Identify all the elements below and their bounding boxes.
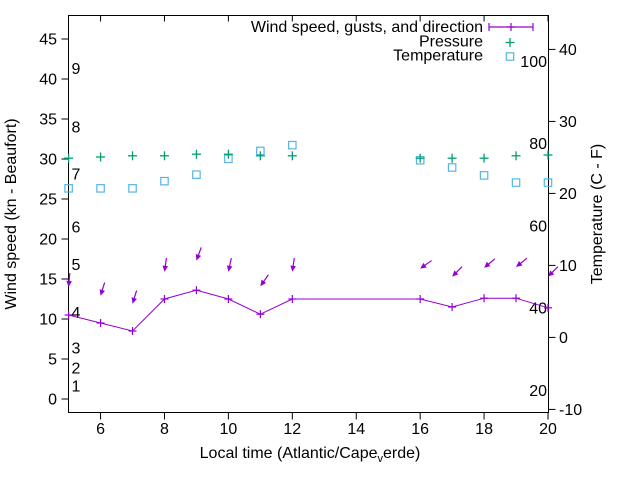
y-right-tick-label: -10 [559, 402, 582, 419]
beaufort-scale-label: 9 [72, 61, 81, 78]
beaufort-scale-label: 1 [72, 379, 81, 396]
temperature-point [64, 184, 73, 193]
wind-direction-arrowhead [516, 261, 523, 267]
wind-direction-arrowhead [66, 280, 72, 287]
temperature-point [479, 171, 489, 180]
beaufort-scale-label: 7 [72, 167, 81, 184]
beaufort-scale-label: 3 [72, 340, 81, 357]
y-left-tick-label: 0 [48, 392, 57, 409]
beaufort-scale-label: 5 [72, 257, 81, 274]
legend-label-temperature: Temperature [393, 48, 483, 65]
x-axis-title: Local time (Atlantic/Capeverde) [200, 445, 421, 465]
y-left-tick-label: 40 [39, 72, 57, 89]
wind-speed-line [68, 289, 549, 332]
y-left-tick-label: 10 [39, 312, 57, 329]
temperature-point [511, 178, 521, 187]
x-axis-title-prefix: Local time (Atlantic/Cape [200, 445, 378, 462]
temperature-point [160, 176, 169, 186]
x-tick-label: 8 [160, 421, 169, 438]
y-right-tick-label: 10 [559, 258, 577, 275]
y-right-tick-label: 0 [559, 330, 568, 347]
x-tick-label: 14 [347, 421, 365, 438]
x-axis-title-subscript: v [378, 453, 384, 465]
plot-border [68, 15, 549, 413]
temperature-point [543, 178, 553, 187]
temperature-point [128, 184, 137, 193]
y-left-tick-label: 5 [48, 352, 57, 369]
beaufort-scale-label: 4 [72, 305, 81, 322]
beaufort-scale-label: 6 [72, 220, 81, 237]
wind-direction-arrowhead [260, 279, 267, 287]
fahrenheit-scale-label: 80 [529, 136, 547, 153]
wind-direction-arrowhead [548, 270, 555, 277]
y-right-tick-label: 40 [559, 42, 577, 59]
wind-direction-arrowhead [162, 265, 169, 272]
temperature-point [447, 163, 457, 172]
wind-direction-arrowhead [290, 265, 296, 272]
legend-sample-temperature [505, 52, 515, 61]
right-axis-title: Temperature (C - F) [589, 144, 606, 284]
y-left-tick-label: 30 [39, 152, 57, 169]
wind-direction-arrowhead [131, 297, 137, 304]
wind-direction-arrowhead [195, 254, 202, 261]
wind-direction-arrowhead [420, 262, 427, 269]
wind-direction-arrowhead [484, 261, 491, 268]
temperature-point [96, 184, 105, 193]
y-left-tick-label: 45 [39, 32, 57, 49]
fahrenheit-scale-label: 20 [529, 383, 547, 400]
wind-direction-arrowhead [99, 289, 105, 296]
left-axis-title: Wind speed (kn - Beaufort) [3, 118, 20, 309]
y-left-tick-label: 20 [39, 232, 57, 249]
legend-label-pressure: Pressure [419, 34, 483, 51]
y-right-tick-label: 30 [559, 114, 577, 131]
legend-label-wind: Wind speed, gusts, and direction [251, 19, 483, 36]
x-tick-label: 20 [539, 421, 557, 438]
fahrenheit-scale-label: 40 [529, 301, 547, 318]
wind-direction-arrowhead [452, 270, 459, 277]
y-left-tick-label: 15 [39, 272, 57, 289]
temperature-point [192, 170, 201, 179]
x-tick-label: 10 [220, 421, 238, 438]
x-tick-label: 6 [96, 421, 105, 438]
x-axis-title-suffix: erde) [383, 445, 420, 462]
x-tick-label: 12 [283, 421, 301, 438]
y-left-tick-label: 35 [39, 112, 57, 129]
fahrenheit-scale-label: 100 [520, 54, 547, 71]
fahrenheit-scale-label: 60 [529, 218, 547, 235]
y-right-tick-label: 20 [559, 186, 577, 203]
beaufort-scale-label: 2 [72, 360, 81, 377]
temperature-point [288, 140, 297, 150]
x-tick-label: 18 [475, 421, 493, 438]
x-tick-label: 16 [411, 421, 429, 438]
y-left-tick-label: 25 [39, 192, 57, 209]
beaufort-scale-label: 8 [72, 120, 81, 137]
wind-direction-arrowhead [226, 265, 233, 272]
